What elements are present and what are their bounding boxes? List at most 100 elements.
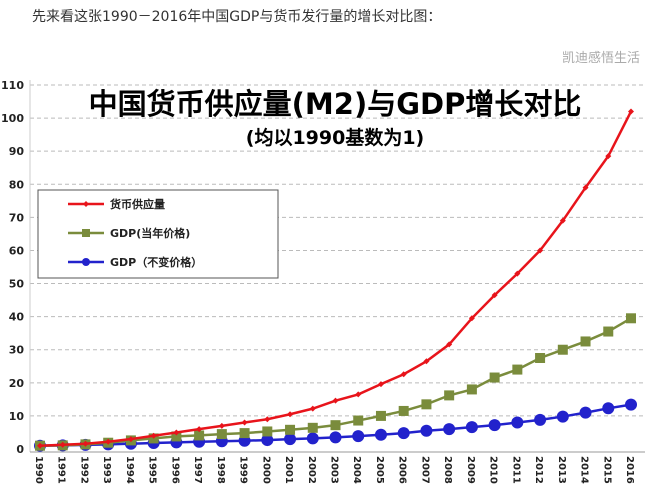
x-tick-label: 1991 bbox=[56, 456, 67, 484]
y-tick-label: 60 bbox=[9, 244, 25, 257]
x-tick-label: 2014 bbox=[579, 456, 590, 484]
data-point bbox=[537, 247, 544, 254]
x-tick-label: 1993 bbox=[101, 456, 112, 484]
y-tick-label: 90 bbox=[9, 145, 25, 158]
data-point bbox=[353, 415, 364, 426]
x-tick-label: 2010 bbox=[488, 456, 499, 484]
data-point bbox=[262, 426, 273, 437]
data-point bbox=[512, 364, 523, 375]
x-tick-label: 1990 bbox=[33, 456, 44, 484]
data-point bbox=[534, 413, 547, 426]
data-point bbox=[535, 353, 546, 363]
intro-text: 先来看这张1990－2016年中国GDP与货币发行量的增长对比图： bbox=[32, 9, 442, 25]
y-tick-label: 100 bbox=[1, 112, 24, 125]
x-tick-label: 2005 bbox=[374, 456, 385, 484]
x-tick-label: 2000 bbox=[260, 456, 271, 484]
data-point bbox=[398, 405, 409, 416]
data-point bbox=[444, 390, 455, 401]
data-point bbox=[397, 427, 410, 440]
x-tick-label: 2013 bbox=[556, 456, 567, 484]
data-point bbox=[218, 422, 225, 429]
x-tick-label: 2016 bbox=[624, 456, 635, 484]
data-point bbox=[465, 421, 478, 434]
data-point bbox=[37, 442, 43, 449]
y-tick-label: 70 bbox=[9, 211, 25, 224]
series-diamond bbox=[37, 108, 634, 449]
data-point bbox=[603, 326, 614, 337]
y-tick-label: 0 bbox=[16, 443, 24, 456]
x-tick-label: 1998 bbox=[215, 456, 226, 484]
x-tick-label: 1997 bbox=[192, 456, 203, 484]
data-point bbox=[127, 436, 134, 443]
data-point bbox=[443, 423, 456, 436]
x-tick-label: 1995 bbox=[147, 456, 158, 484]
data-point bbox=[579, 406, 592, 419]
data-point bbox=[468, 315, 475, 322]
data-point bbox=[285, 424, 296, 435]
x-tick-label: 2015 bbox=[601, 456, 612, 484]
data-point bbox=[556, 410, 569, 423]
data-point bbox=[626, 313, 636, 324]
x-tick-label: 2009 bbox=[465, 456, 476, 484]
y-tick-label: 40 bbox=[9, 311, 25, 324]
legend: 货币供应量 GDP(当年价格) GDP（不变价格） bbox=[37, 189, 279, 279]
data-point bbox=[352, 430, 365, 443]
y-tick-label: 10 bbox=[9, 410, 25, 423]
data-point bbox=[194, 430, 205, 441]
data-point bbox=[332, 397, 339, 404]
data-point bbox=[83, 201, 89, 207]
data-point bbox=[307, 422, 318, 433]
data-point bbox=[559, 217, 566, 224]
y-tick-label: 110 bbox=[1, 79, 24, 92]
data-point bbox=[216, 429, 227, 440]
y-tick-label: 80 bbox=[9, 178, 25, 191]
data-point bbox=[582, 184, 589, 191]
data-point bbox=[82, 258, 90, 266]
data-point bbox=[488, 419, 501, 432]
data-point bbox=[287, 411, 294, 418]
data-point bbox=[420, 424, 433, 437]
data-point bbox=[261, 434, 274, 447]
data-point bbox=[466, 384, 477, 395]
y-tick-label: 20 bbox=[9, 377, 25, 390]
x-tick-label: 2004 bbox=[351, 456, 362, 484]
data-point bbox=[375, 410, 386, 421]
x-tick-label: 2008 bbox=[442, 456, 453, 484]
x-tick-label: 2012 bbox=[533, 456, 544, 484]
data-point bbox=[329, 431, 342, 444]
data-point bbox=[173, 429, 180, 436]
watermark: 凯迪感悟生活 bbox=[562, 50, 640, 66]
data-point bbox=[377, 381, 384, 388]
data-point bbox=[171, 431, 182, 442]
chart-subtitle: (均以1990基数为1) bbox=[246, 126, 424, 149]
chart-title: 中国货币供应量(M2)与GDP增长对比 bbox=[89, 87, 582, 121]
data-point bbox=[284, 433, 297, 446]
data-point bbox=[511, 416, 524, 429]
data-point bbox=[150, 432, 157, 439]
data-point bbox=[239, 428, 250, 439]
data-point bbox=[374, 428, 387, 441]
x-tick-label: 2007 bbox=[419, 456, 430, 484]
x-tick-label: 2002 bbox=[306, 456, 317, 484]
data-point bbox=[306, 432, 319, 445]
data-point bbox=[330, 420, 341, 431]
y-tick-label: 50 bbox=[9, 278, 25, 291]
x-tick-label: 2001 bbox=[283, 456, 294, 484]
data-point bbox=[605, 153, 612, 160]
x-tick-label: 2006 bbox=[397, 456, 408, 484]
legend-label: 货币供应量 bbox=[109, 197, 165, 211]
data-point bbox=[423, 358, 430, 365]
data-point bbox=[557, 344, 568, 355]
data-point bbox=[59, 441, 66, 448]
data-point bbox=[489, 372, 500, 383]
series-square bbox=[35, 313, 636, 451]
data-point bbox=[105, 438, 112, 445]
x-tick-label: 1999 bbox=[238, 456, 249, 484]
x-tick-label: 2011 bbox=[510, 456, 521, 484]
x-tick-label: 1994 bbox=[124, 456, 135, 484]
legend-label: GDP(当年价格) bbox=[110, 226, 190, 240]
x-tick-label: 1992 bbox=[78, 456, 89, 484]
data-point bbox=[421, 399, 432, 410]
x-tick-label: 1996 bbox=[169, 456, 180, 484]
